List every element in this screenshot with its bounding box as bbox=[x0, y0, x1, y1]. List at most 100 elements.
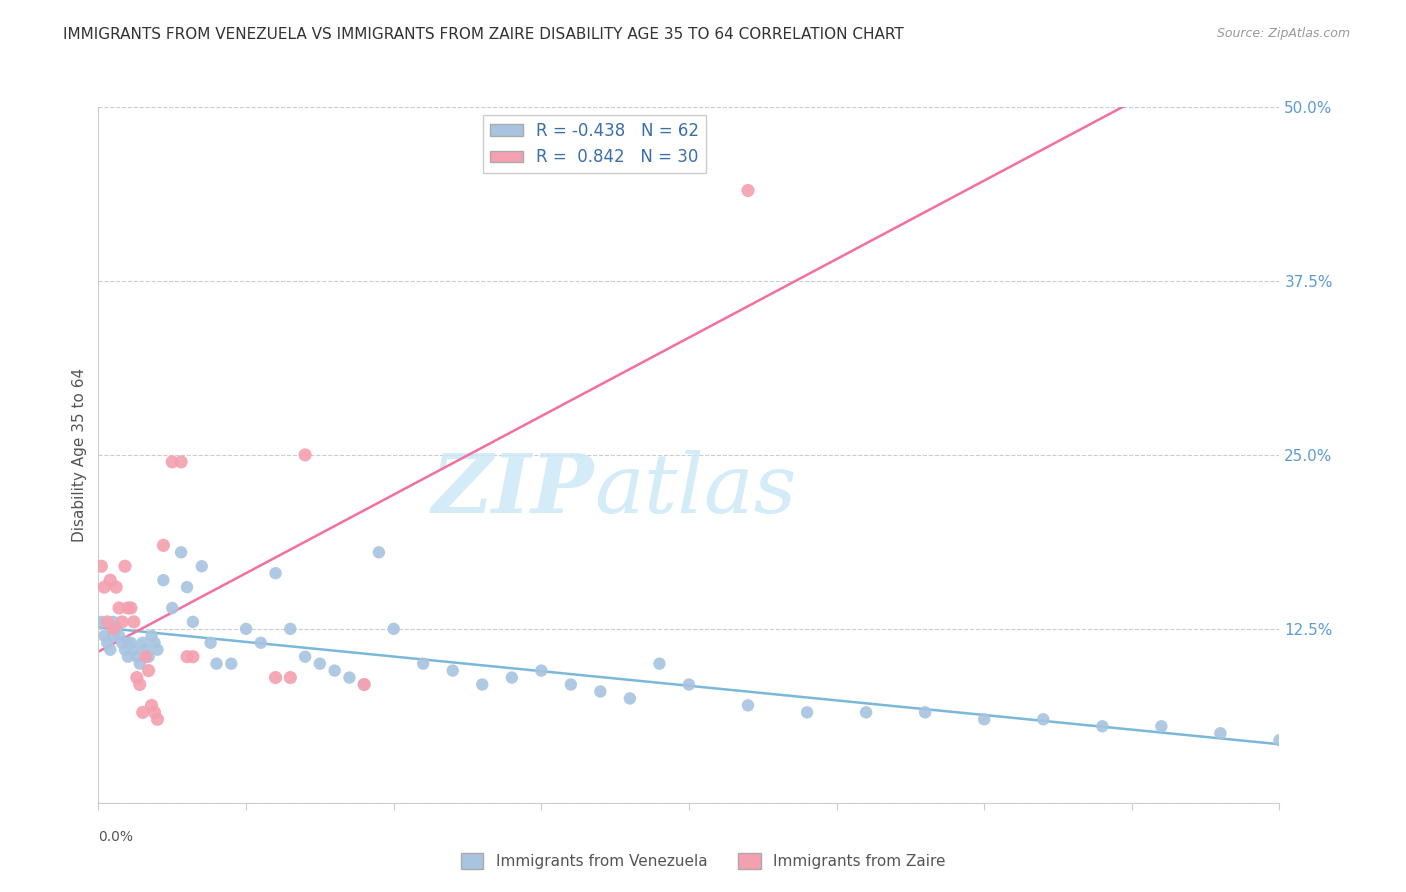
Point bbox=[152, 573, 174, 587]
Point bbox=[103, 629, 125, 643]
Point bbox=[235, 622, 257, 636]
Point bbox=[278, 671, 302, 685]
Point bbox=[1032, 712, 1054, 726]
Point bbox=[181, 615, 204, 629]
Text: ZIP: ZIP bbox=[432, 450, 595, 530]
Text: Source: ZipAtlas.com: Source: ZipAtlas.com bbox=[1216, 27, 1350, 40]
Point bbox=[589, 684, 612, 698]
Point bbox=[128, 657, 150, 671]
Point bbox=[114, 559, 136, 574]
Point bbox=[93, 629, 115, 643]
Point bbox=[141, 629, 163, 643]
Legend: R = -0.438   N = 62, R =  0.842   N = 30: R = -0.438 N = 62, R = 0.842 N = 30 bbox=[482, 115, 706, 173]
Point bbox=[309, 657, 332, 671]
Point bbox=[146, 712, 169, 726]
Point bbox=[368, 545, 391, 559]
Text: 0.0%: 0.0% bbox=[98, 830, 134, 844]
Point bbox=[219, 657, 242, 671]
Point bbox=[855, 706, 877, 720]
Point bbox=[1268, 733, 1291, 747]
Point bbox=[278, 622, 302, 636]
Point bbox=[353, 677, 375, 691]
Point bbox=[122, 615, 145, 629]
Point bbox=[176, 649, 198, 664]
Point bbox=[471, 677, 494, 691]
Point bbox=[143, 636, 166, 650]
Point bbox=[339, 671, 360, 685]
Y-axis label: Disability Age 35 to 64: Disability Age 35 to 64 bbox=[72, 368, 87, 542]
Point bbox=[135, 642, 157, 657]
Point bbox=[382, 622, 405, 636]
Point bbox=[205, 657, 228, 671]
Point bbox=[648, 657, 671, 671]
Point bbox=[146, 642, 169, 657]
Point bbox=[501, 671, 523, 685]
Point bbox=[105, 622, 128, 636]
Point bbox=[250, 636, 273, 650]
Point bbox=[737, 698, 759, 713]
Point bbox=[170, 545, 193, 559]
Point bbox=[125, 671, 148, 685]
Point bbox=[181, 649, 204, 664]
Point bbox=[162, 601, 183, 615]
Point bbox=[138, 649, 160, 664]
Legend: Immigrants from Venezuela, Immigrants from Zaire: Immigrants from Venezuela, Immigrants fr… bbox=[454, 847, 952, 875]
Point bbox=[530, 664, 553, 678]
Point bbox=[141, 698, 163, 713]
Point bbox=[132, 636, 155, 650]
Point bbox=[138, 664, 160, 678]
Point bbox=[96, 615, 118, 629]
Point bbox=[441, 664, 464, 678]
Point bbox=[117, 636, 139, 650]
Point bbox=[111, 615, 134, 629]
Point bbox=[103, 615, 125, 629]
Point bbox=[973, 712, 995, 726]
Point bbox=[294, 448, 316, 462]
Point bbox=[120, 601, 142, 615]
Text: IMMIGRANTS FROM VENEZUELA VS IMMIGRANTS FROM ZAIRE DISABILITY AGE 35 TO 64 CORRE: IMMIGRANTS FROM VENEZUELA VS IMMIGRANTS … bbox=[63, 27, 904, 42]
Point bbox=[353, 677, 375, 691]
Point bbox=[294, 649, 316, 664]
Point bbox=[796, 706, 818, 720]
Point bbox=[120, 636, 142, 650]
Point bbox=[152, 538, 174, 552]
Point bbox=[143, 706, 166, 720]
Point bbox=[264, 671, 287, 685]
Point bbox=[117, 649, 139, 664]
Point bbox=[323, 664, 346, 678]
Point bbox=[1091, 719, 1114, 733]
Point bbox=[125, 649, 148, 664]
Point bbox=[103, 622, 125, 636]
Text: atlas: atlas bbox=[595, 450, 797, 530]
Point bbox=[412, 657, 434, 671]
Point bbox=[128, 677, 150, 691]
Point bbox=[162, 455, 183, 469]
Point bbox=[1209, 726, 1232, 740]
Point bbox=[98, 642, 121, 657]
Point bbox=[111, 636, 134, 650]
Point bbox=[678, 677, 700, 691]
Point bbox=[191, 559, 214, 574]
Point bbox=[737, 184, 759, 198]
Point bbox=[105, 580, 128, 594]
Point bbox=[93, 580, 115, 594]
Point bbox=[117, 601, 139, 615]
Point bbox=[560, 677, 582, 691]
Point bbox=[132, 706, 155, 720]
Point bbox=[264, 566, 287, 581]
Point bbox=[90, 559, 112, 574]
Point bbox=[98, 573, 121, 587]
Point bbox=[122, 642, 145, 657]
Point bbox=[914, 706, 936, 720]
Point bbox=[200, 636, 222, 650]
Point bbox=[619, 691, 641, 706]
Point bbox=[176, 580, 198, 594]
Point bbox=[135, 649, 157, 664]
Point bbox=[170, 455, 193, 469]
Point bbox=[108, 601, 131, 615]
Point bbox=[90, 615, 112, 629]
Point bbox=[96, 636, 118, 650]
Point bbox=[108, 629, 131, 643]
Point bbox=[114, 642, 136, 657]
Point bbox=[1150, 719, 1173, 733]
